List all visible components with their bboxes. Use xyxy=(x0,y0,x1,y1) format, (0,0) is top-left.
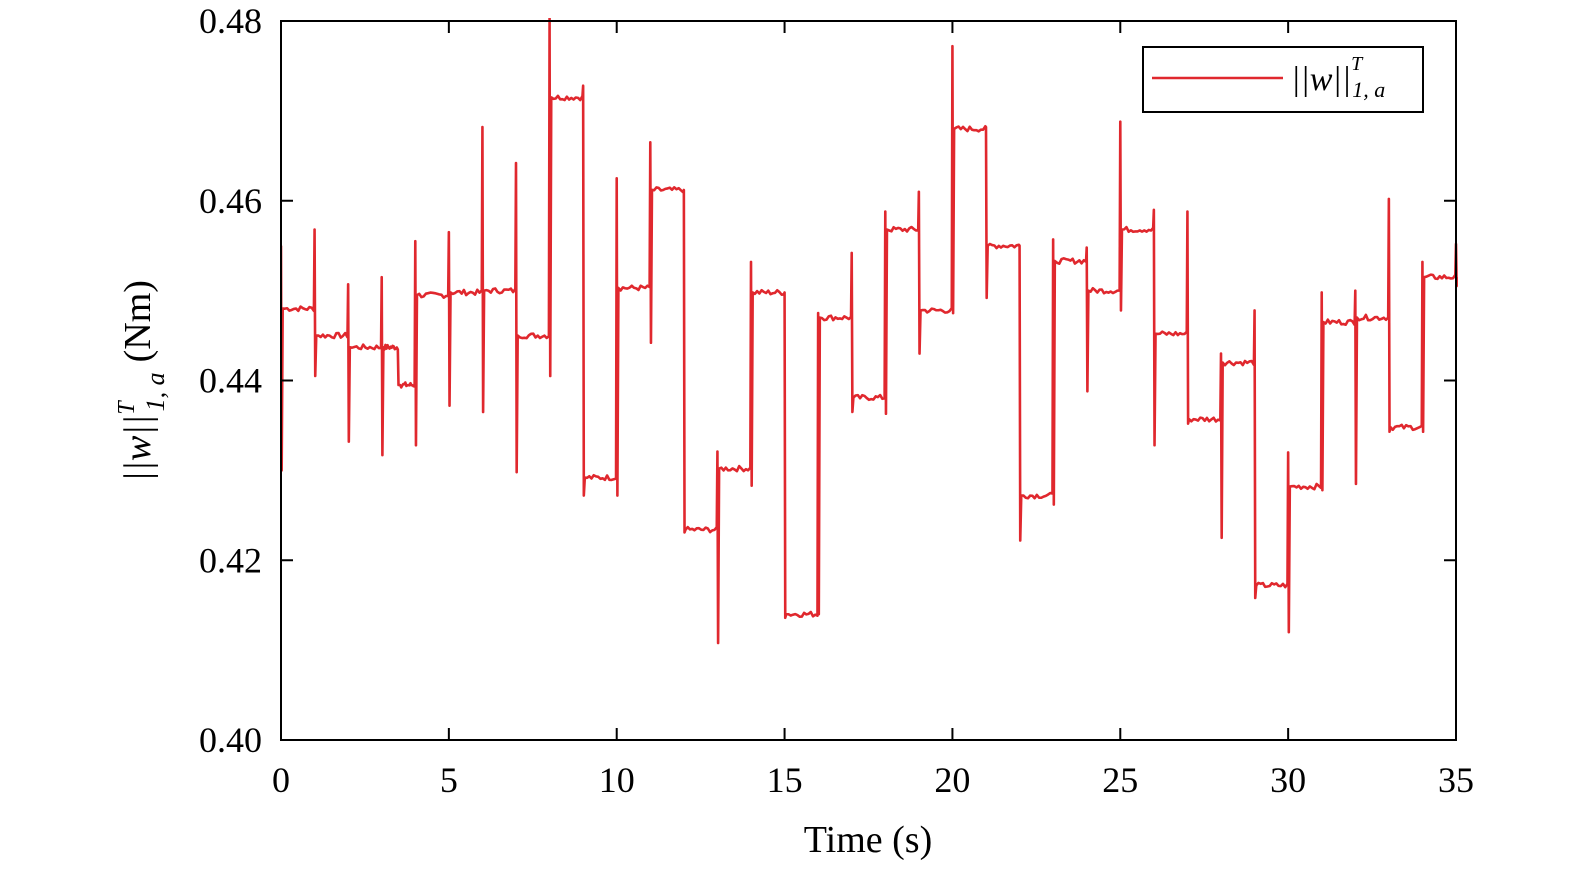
y-tick-label: 0.40 xyxy=(199,720,262,760)
x-tick-label: 15 xyxy=(767,760,803,800)
y-axis-label-sub: 1, a xyxy=(141,372,170,411)
legend-box xyxy=(1142,46,1424,113)
legend: ||w||T 1, a xyxy=(1142,46,1424,113)
y-tick-label: 0.44 xyxy=(199,361,262,401)
legend-label-sub: 1, a xyxy=(1352,77,1385,102)
series-layer xyxy=(281,18,1458,645)
y-tick-label: 0.46 xyxy=(199,181,262,221)
y-axis-label-norm: ||w|| xyxy=(117,415,159,482)
y-axis-label: ||w||T1, a (Nm) xyxy=(114,280,170,482)
x-axis-ticks: 0 5 10 15 20 25 30 35 xyxy=(272,21,1474,800)
y-tick-label: 0.48 xyxy=(199,1,262,41)
y-axis-ticks: 0.40 0.42 0.44 0.46 0.48 xyxy=(199,1,1456,760)
series-line xyxy=(281,18,1458,645)
x-tick-label: 30 xyxy=(1270,760,1306,800)
legend-label-sup: T xyxy=(1351,53,1364,75)
y-axis-label-sup: T xyxy=(114,400,140,415)
x-tick-label: 5 xyxy=(440,760,458,800)
y-tick-label: 0.42 xyxy=(199,540,262,580)
x-tick-label: 20 xyxy=(934,760,970,800)
legend-label-norm: ||w|| xyxy=(1291,61,1351,98)
x-axis-label: Time (s) xyxy=(804,819,932,861)
x-tick-label: 35 xyxy=(1438,760,1474,800)
y-axis-label-unit: (Nm) xyxy=(117,280,159,362)
legend-label: ||w||T 1, a xyxy=(1291,53,1385,102)
x-tick-label: 10 xyxy=(599,760,635,800)
x-tick-label: 25 xyxy=(1102,760,1138,800)
x-tick-label: 0 xyxy=(272,760,290,800)
plot-frame xyxy=(280,20,1457,741)
